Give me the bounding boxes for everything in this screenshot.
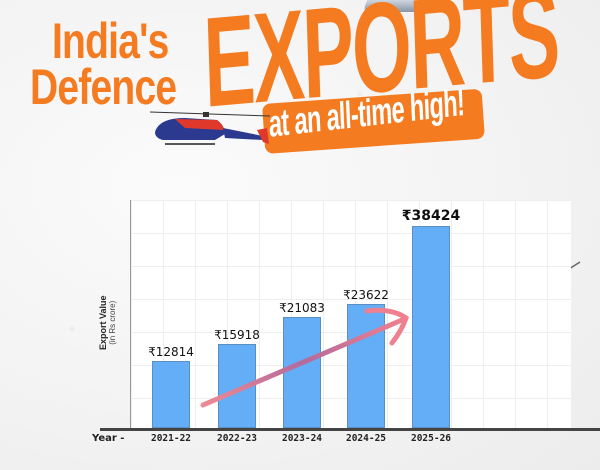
data-label: ₹23622 xyxy=(343,288,389,302)
data-label: ₹38424 xyxy=(401,208,461,224)
y-axis-label: Export Value (in Rs crore) xyxy=(98,295,118,350)
bar-2024-25 xyxy=(347,304,385,428)
x-tick: 2023-24 xyxy=(281,433,323,444)
bar-2022-23 xyxy=(218,344,256,428)
y-axis-title: Export Value xyxy=(98,295,108,350)
x-axis-line xyxy=(100,428,600,431)
bar-2021-22 xyxy=(152,361,190,428)
y-axis-subtitle: (in Rs crore) xyxy=(108,300,118,345)
x-tick: 2021-22 xyxy=(150,433,192,444)
helicopter-icon xyxy=(149,111,271,145)
x-tick: 2022-23 xyxy=(216,433,258,444)
data-label: ₹15918 xyxy=(214,328,260,342)
x-axis-label: Year - xyxy=(92,433,125,444)
data-label: ₹21083 xyxy=(279,301,325,315)
x-tick: 2024-25 xyxy=(345,433,387,444)
bar-2023-24 xyxy=(283,317,321,428)
bar-chart: Export Value (in Rs crore) ₹12814 ₹15918… xyxy=(92,200,600,444)
headline-line1: India's xyxy=(52,13,169,69)
data-label: ₹12814 xyxy=(148,345,194,359)
bar-2025-26 xyxy=(412,226,450,428)
x-tick: 2025-26 xyxy=(410,433,452,444)
headline-line2: Defence xyxy=(30,59,177,115)
